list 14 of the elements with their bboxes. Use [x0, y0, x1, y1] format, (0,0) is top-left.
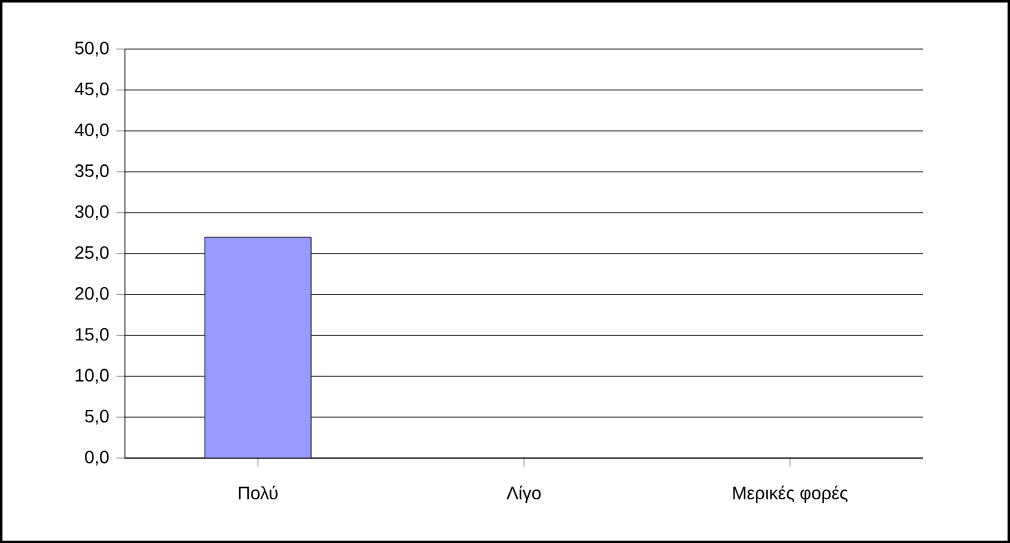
y-tick-label: 25,0 — [75, 246, 109, 261]
y-tick-label: 15,0 — [75, 327, 109, 343]
x-tick-label: Μερικές φορές — [733, 485, 848, 503]
y-tick-label: 45,0 — [74, 82, 109, 98]
x-tick-label: Λίγο — [506, 485, 541, 503]
y-tick-label: 35,0 — [75, 164, 109, 180]
y-tick-label: 0,0 — [85, 450, 109, 466]
x-tick-label: Πολύ — [238, 485, 278, 500]
y-tick-label: 20,0 — [75, 287, 109, 302]
y-tick-label: 50,0 — [75, 41, 109, 57]
y-tick-label: 40,0 — [74, 123, 109, 139]
y-tick-label: 5,0 — [85, 409, 109, 425]
y-tick-label: 30,0 — [75, 205, 109, 221]
y-tick-label: 10,0 — [75, 368, 109, 384]
